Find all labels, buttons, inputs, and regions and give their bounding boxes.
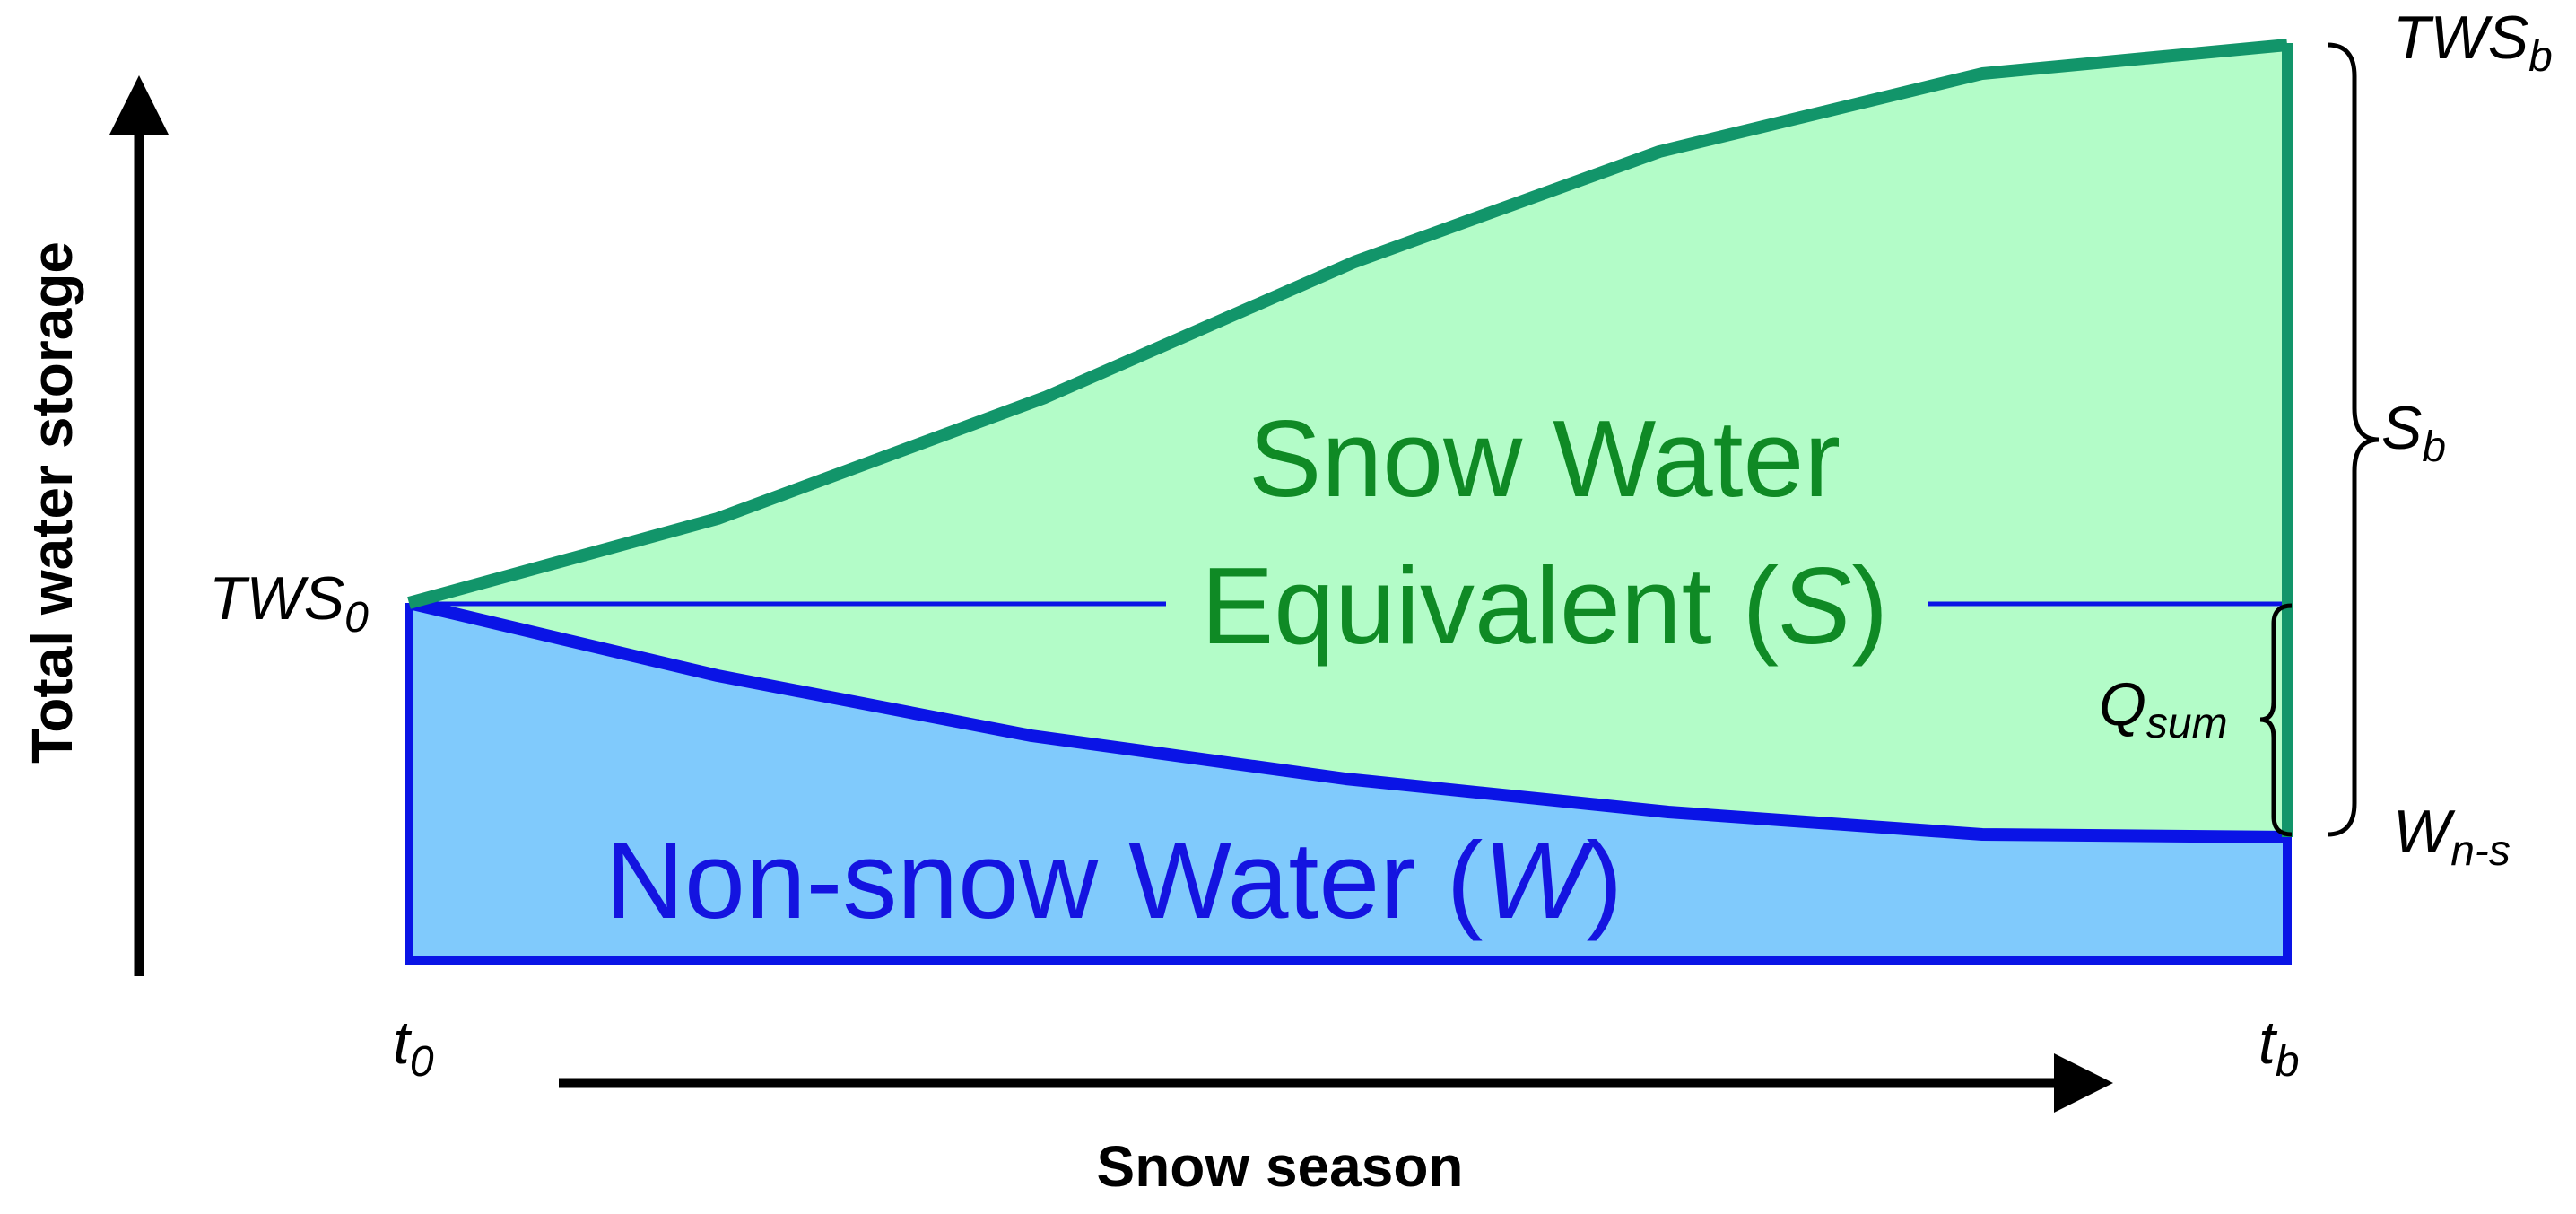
y-axis-title: Total water storage: [20, 241, 84, 764]
sb-brace: [2327, 42, 2380, 837]
twsb-label: TWSb: [2393, 4, 2553, 81]
snow-water-equivalent-area: [409, 45, 2287, 837]
qsum-brace: [2259, 603, 2293, 837]
tb-label: tb: [2258, 1009, 2300, 1086]
non-snow-water-upper-line: [407, 597, 2288, 843]
snow-water-label-line1: Snow Water: [1249, 397, 1841, 520]
wns-label: Wn-s: [2393, 798, 2511, 875]
non-snow-water-label: Non-snow Water (W): [605, 819, 1623, 941]
tws0-label: TWS0: [209, 564, 369, 642]
total-water-storage-line: [407, 39, 2288, 609]
snow-water-label-line2: Equivalent (S): [1201, 545, 1888, 667]
qsum-label: Qsum: [2099, 670, 2228, 747]
non-snow-water-box-outline: [405, 603, 2292, 965]
sb-label: Sb: [2381, 394, 2446, 471]
t0-label: t0: [393, 1009, 434, 1086]
x-axis-title: Snow season: [1097, 1134, 1464, 1199]
